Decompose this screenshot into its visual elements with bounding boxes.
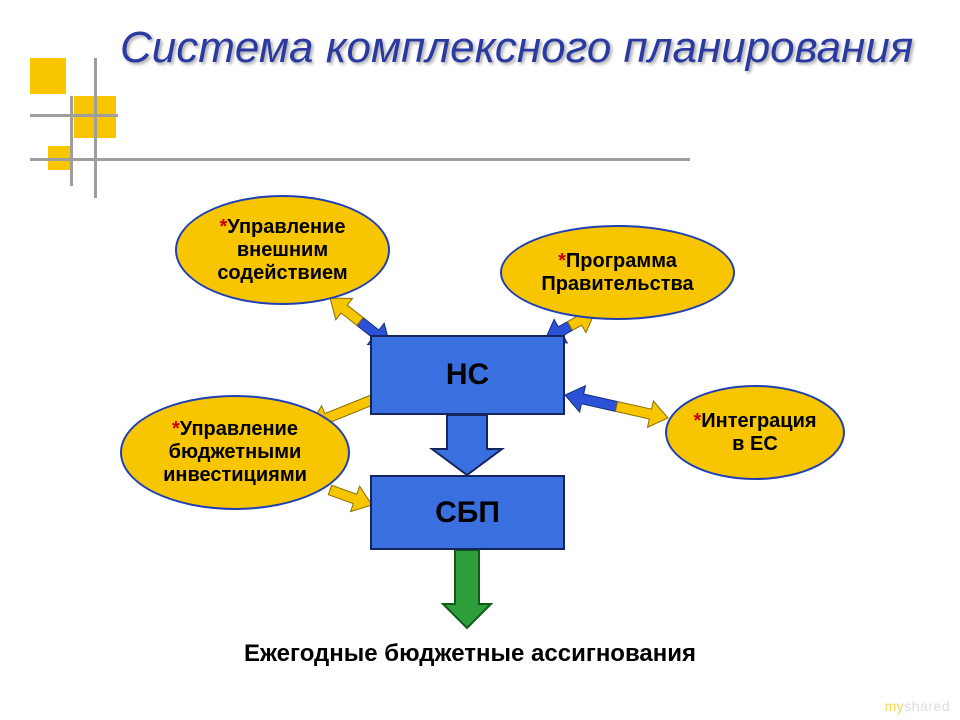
arrow-sbp-to-bottom [443, 550, 491, 628]
arrow-nc-to-sbp [432, 415, 502, 475]
node-label: *ПрограммаПравительства [535, 246, 699, 300]
watermark: myshared [885, 698, 950, 714]
node-label: *Интеграцияв ЕС [687, 406, 822, 460]
node-eu-integration: *Интеграцияв ЕС [665, 385, 845, 480]
node-ext-assist: *Управлениевнешнимсодействием [175, 195, 390, 305]
node-sbp: СБП [370, 475, 565, 550]
watermark-prefix: my [885, 698, 905, 714]
decor-grid-line [30, 158, 690, 161]
arrow-nc-eu-a [565, 386, 618, 412]
slide-title-text: Система комплексного планирования [120, 23, 913, 72]
node-gov-program: *ПрограммаПравительства [500, 225, 735, 320]
bottom-label: Ежегодные бюджетные ассигнования [170, 640, 770, 668]
watermark-rest: shared [904, 698, 950, 714]
slide-title: Система комплексного планирования [120, 24, 913, 72]
node-nc: НС [370, 335, 565, 415]
asterisk-icon: * [693, 410, 701, 432]
node-label: *Управлениевнешнимсодействием [211, 212, 353, 289]
decor-grid-line [94, 58, 97, 198]
slide: { "canvas": { "width": 960, "height": 72… [0, 0, 960, 720]
arrow-nc-ext-b [330, 298, 363, 325]
node-label: НС [446, 358, 489, 392]
node-label: *Управлениебюджетнымиинвестициями [157, 414, 313, 491]
arrow-budget-sbp [328, 485, 372, 511]
asterisk-icon: * [172, 418, 180, 440]
decor-square [30, 58, 66, 94]
asterisk-icon: * [219, 216, 227, 238]
bottom-label-text: Ежегодные бюджетные ассигнования [244, 640, 696, 667]
node-label: СБП [435, 496, 500, 530]
node-budget-invest: *Управлениебюджетнымиинвестициями [120, 395, 350, 510]
decor-grid-line [30, 114, 118, 117]
arrow-nc-eu-b [615, 401, 668, 427]
decor-grid-line [70, 96, 73, 186]
asterisk-icon: * [558, 250, 566, 272]
